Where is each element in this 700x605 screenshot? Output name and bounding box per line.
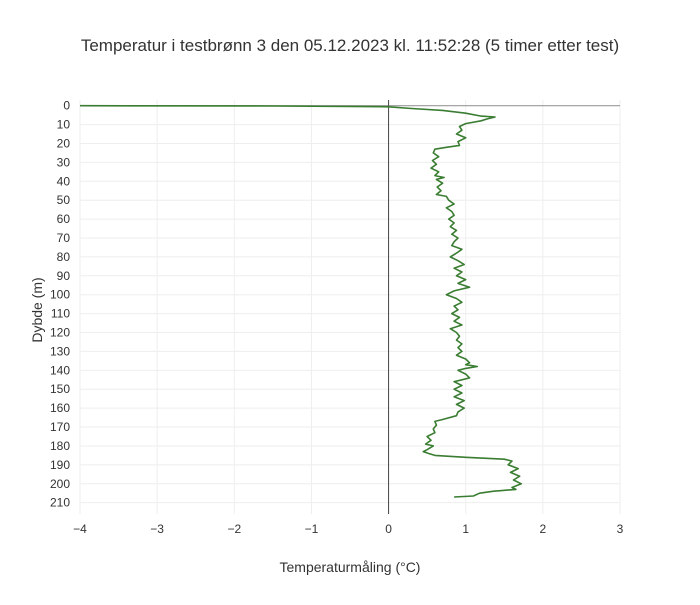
y-tick-label: 140 bbox=[50, 363, 70, 377]
x-tick-label: −4 bbox=[73, 522, 87, 536]
y-tick-label: 110 bbox=[51, 307, 70, 321]
y-tick-label: 180 bbox=[50, 439, 70, 453]
x-tick-label: −2 bbox=[227, 522, 241, 536]
y-tick-label: 50 bbox=[57, 193, 71, 207]
x-axis-ticks: −4 −3 −2 −1 0 1 2 3 bbox=[73, 522, 624, 536]
chart-title: Temperatur i testbrønn 3 den 05.12.2023 … bbox=[81, 36, 619, 55]
series-layer bbox=[79, 104, 523, 498]
y-tick-label: 100 bbox=[50, 288, 70, 302]
y-tick-label: 10 bbox=[57, 118, 71, 132]
y-tick-label: 200 bbox=[50, 477, 70, 491]
y-tick-label: 170 bbox=[50, 420, 70, 434]
y-tick-label: 160 bbox=[50, 401, 70, 415]
y-tick-label: 40 bbox=[57, 174, 71, 188]
x-tick-label: 1 bbox=[462, 522, 469, 536]
x-tick-label: −3 bbox=[150, 522, 164, 536]
y-axis-ticks: 0 10 20 30 40 50 60 70 80 90 100 110 120 130 140 150 160… bbox=[50, 99, 70, 510]
y-tick-label: 190 bbox=[50, 458, 70, 472]
y-tick-label: 20 bbox=[57, 136, 71, 150]
y-tick-label: 90 bbox=[57, 269, 71, 283]
y-tick-label: 210 bbox=[50, 496, 70, 510]
y-tick-label: 80 bbox=[57, 250, 71, 264]
x-tick-label: 3 bbox=[617, 522, 624, 536]
y-tick-label: 60 bbox=[57, 212, 71, 226]
y-tick-label: 70 bbox=[57, 231, 71, 245]
temperature-profile-line bbox=[79, 104, 523, 498]
y-axis-label: Dybde (m) bbox=[29, 277, 45, 342]
x-tick-label: 2 bbox=[540, 522, 547, 536]
x-axis-label: Temperaturmåling (°C) bbox=[280, 559, 421, 575]
grid bbox=[79, 100, 621, 514]
y-tick-label: 120 bbox=[50, 326, 70, 340]
x-tick-label: 0 bbox=[385, 522, 392, 536]
y-tick-label: 0 bbox=[63, 99, 70, 113]
y-tick-label: 150 bbox=[50, 382, 70, 396]
y-tick-label: 30 bbox=[57, 155, 71, 169]
x-tick-label: −1 bbox=[305, 522, 319, 536]
y-tick-label: 130 bbox=[50, 344, 70, 358]
